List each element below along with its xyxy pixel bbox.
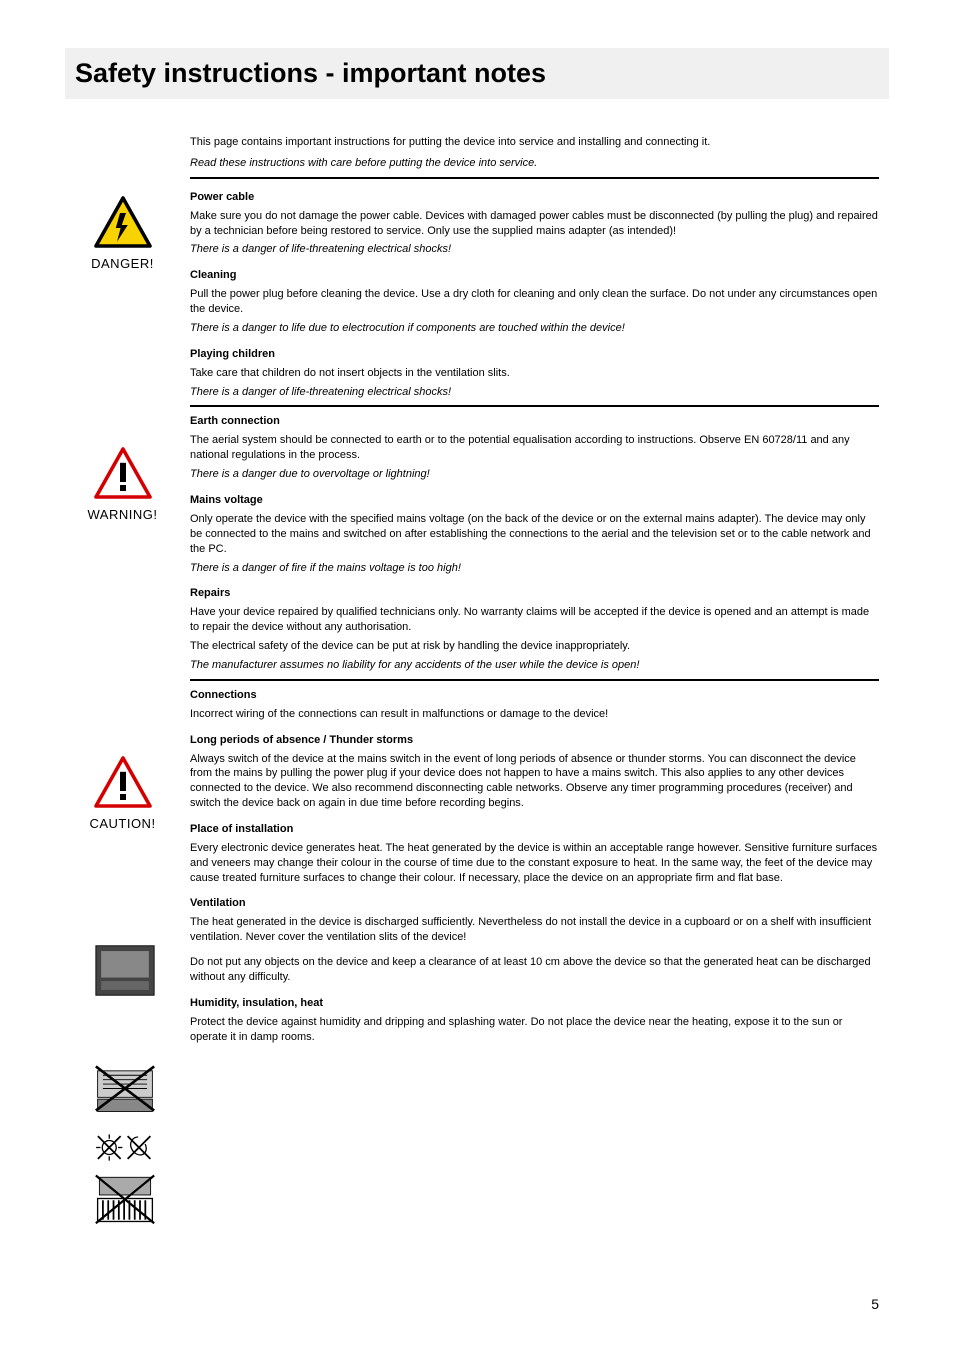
humidity-heading: Humidity, insulation, heat [190,997,879,1009]
ventilation-body1: The heat generated in the device is disc… [190,915,879,945]
no-sun-no-water-icon [94,1130,156,1165]
ventilation-icon-block [90,1062,160,1120]
divider-3 [190,679,879,681]
repairs-warn: The manufacturer assumes no liability fo… [190,658,879,673]
repairs-body2: The electrical safety of the device can … [190,639,879,654]
playing-children-warn: There is a danger of life-threatening el… [190,385,879,400]
power-cable-heading: Power cable [190,191,879,203]
danger-label: DANGER! [75,256,170,271]
place-body: Every electronic device generates heat. … [190,841,879,886]
page-title: Safety instructions - important notes [65,48,889,99]
connections-heading: Connections [190,689,879,701]
caution-triangle-icon [93,755,153,809]
place-heading: Place of installation [190,823,879,835]
cleaning-body: Pull the power plug before cleaning the … [190,287,879,317]
playing-children-body: Take care that children do not insert ob… [190,366,879,381]
mains-voltage-body: Only operate the device with the specifi… [190,512,879,557]
repairs-heading: Repairs [190,587,879,599]
cleaning-heading: Cleaning [190,269,879,281]
earth-connection-warn: There is a danger due to overvoltage or … [190,467,879,482]
danger-hazard-block: DANGER! [75,195,170,271]
power-cable-body: Make sure you do not damage the power ca… [190,209,879,239]
absence-body: Always switch of the device at the mains… [190,752,879,811]
radiator-icon-block [90,1172,160,1230]
warning-triangle-icon [93,446,153,500]
caution-hazard-block: CAUTION! [75,755,170,831]
content-column: This page contains important instruction… [190,135,879,1045]
caution-label: CAUTION! [75,816,170,831]
humidity-body: Protect the device against humidity and … [190,1015,879,1045]
no-cover-icon-block [90,1130,160,1170]
playing-children-heading: Playing children [190,348,879,360]
absence-heading: Long periods of absence / Thunder storms [190,734,879,746]
warning-hazard-block: WARNING! [75,446,170,522]
warning-label: WARNING! [75,507,170,522]
intro-line1: This page contains important instruction… [190,135,879,150]
furniture-surface-icon [94,944,156,997]
danger-triangle-icon [93,195,153,249]
page-number: 5 [871,1296,879,1312]
place-icon-block [90,944,160,1002]
earth-connection-body: The aerial system should be connected to… [190,433,879,463]
mains-voltage-warn: There is a danger of fire if the mains v… [190,561,879,576]
repairs-body1: Have your device repaired by qualified t… [190,605,879,635]
cleaning-warn: There is a danger to life due to electro… [190,321,879,336]
ventilation-slits-icon [94,1062,156,1115]
ventilation-body2: Do not put any objects on the device and… [190,955,879,985]
divider-2 [190,405,879,407]
power-cable-warn: There is a danger of life-threatening el… [190,242,879,257]
earth-connection-heading: Earth connection [190,415,879,427]
ventilation-heading: Ventilation [190,897,879,909]
intro-line2: Read these instructions with care before… [190,156,879,171]
connections-body: Incorrect wiring of the connections can … [190,707,879,722]
radiator-heat-icon [94,1172,156,1225]
mains-voltage-heading: Mains voltage [190,494,879,506]
divider-1 [190,177,879,179]
